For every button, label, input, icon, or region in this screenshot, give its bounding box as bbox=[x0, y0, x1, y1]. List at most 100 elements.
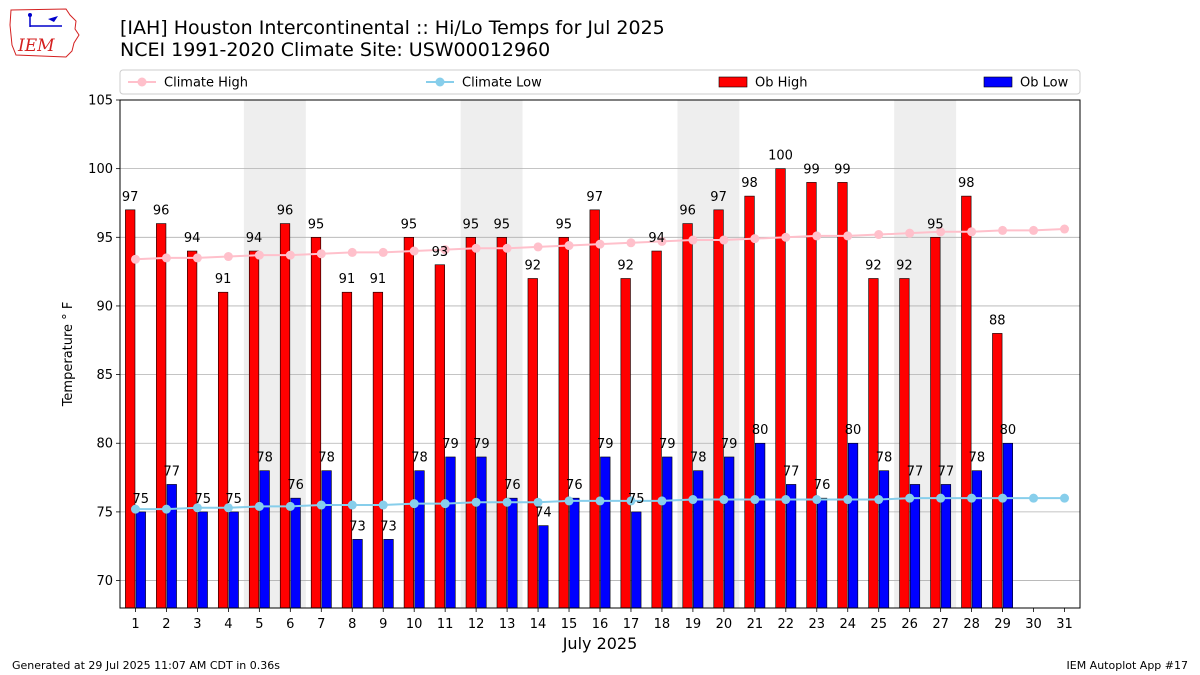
ob-low-bar bbox=[786, 484, 797, 609]
ob-low-label: 76 bbox=[814, 478, 831, 493]
ob-low-label: 77 bbox=[907, 464, 924, 479]
ob-low-bar bbox=[228, 511, 239, 609]
x-tick-label: 13 bbox=[499, 617, 516, 632]
x-tick-label: 10 bbox=[406, 617, 423, 632]
climate-low-point bbox=[750, 495, 760, 505]
x-tick-label: 18 bbox=[654, 617, 671, 632]
climate-high-point bbox=[471, 243, 481, 253]
ob-high-label: 97 bbox=[122, 190, 139, 205]
ob-low-bar bbox=[445, 456, 456, 609]
ob-high-label: 95 bbox=[927, 217, 944, 232]
ob-low-label: 80 bbox=[845, 423, 862, 438]
legend-climate-high-label: Climate High bbox=[164, 76, 248, 91]
ob-low-label: 76 bbox=[287, 478, 304, 493]
x-axis-label: July 2025 bbox=[562, 634, 638, 653]
ob-high-bar bbox=[620, 278, 631, 609]
y-tick-label: 75 bbox=[96, 505, 113, 520]
climate-low-point bbox=[843, 495, 853, 505]
legend-box bbox=[119, 69, 1081, 95]
climate-high-point bbox=[347, 247, 357, 257]
ob-low-bar bbox=[693, 470, 704, 609]
y-tick-label: 105 bbox=[88, 94, 113, 109]
x-tick-label: 9 bbox=[379, 617, 387, 632]
climate-low-point bbox=[595, 496, 605, 506]
ob-low-bar bbox=[1002, 442, 1013, 609]
x-tick-label: 4 bbox=[224, 617, 232, 632]
y-tick-label: 85 bbox=[96, 368, 113, 383]
x-tick-label: 14 bbox=[530, 617, 547, 632]
ob-low-label: 75 bbox=[133, 492, 150, 507]
climate-low-point bbox=[130, 504, 140, 514]
climate-high-point bbox=[626, 238, 636, 248]
x-tick-label: 31 bbox=[1056, 617, 1073, 632]
ob-high-bar bbox=[651, 250, 662, 609]
ob-high-label: 93 bbox=[432, 245, 449, 260]
ob-high-bar bbox=[187, 250, 198, 609]
climate-low-point bbox=[347, 500, 357, 510]
legend-ob-low-swatch bbox=[983, 76, 1013, 88]
ob-low-bar bbox=[847, 442, 859, 609]
y-tick-label: 70 bbox=[96, 574, 113, 589]
climate-low-point bbox=[254, 501, 264, 511]
ob-high-bar bbox=[465, 236, 476, 609]
ob-high-label: 97 bbox=[586, 190, 603, 205]
ob-low-label: 74 bbox=[535, 506, 552, 521]
climate-low-point bbox=[192, 503, 202, 513]
anemometer-cup bbox=[28, 13, 32, 17]
ob-low-label: 73 bbox=[380, 519, 397, 534]
x-tick-label: 7 bbox=[317, 617, 325, 632]
climate-low-point bbox=[161, 504, 171, 514]
ob-high-label: 94 bbox=[648, 231, 665, 246]
weekend-shade bbox=[677, 100, 740, 608]
climate-high-point bbox=[564, 241, 574, 251]
ob-high-bar bbox=[775, 168, 786, 609]
climate-high-point bbox=[130, 254, 140, 264]
ob-low-bar bbox=[383, 539, 394, 609]
ob-low-bar bbox=[166, 484, 177, 609]
plot-frame bbox=[119, 99, 1081, 609]
ob-high-label: 97 bbox=[710, 190, 727, 205]
ob-high-label: 100 bbox=[768, 149, 793, 164]
ob-high-label: 95 bbox=[555, 217, 572, 232]
climate-high-point bbox=[440, 245, 450, 255]
ob-low-bar bbox=[909, 484, 921, 609]
x-tick-label: 16 bbox=[592, 617, 609, 632]
climate-low-point bbox=[1029, 493, 1039, 503]
legend-ob-high-label: Ob High bbox=[755, 76, 808, 91]
ob-low-bar bbox=[135, 511, 146, 609]
ob-low-bar bbox=[662, 456, 673, 609]
x-tick-label: 8 bbox=[348, 617, 356, 632]
climate-low-point bbox=[440, 499, 450, 509]
ob-low-label: 79 bbox=[597, 437, 614, 452]
x-tick-label: 25 bbox=[870, 617, 887, 632]
ob-low-label: 79 bbox=[659, 437, 676, 452]
wind-vane-icon bbox=[48, 16, 58, 22]
ob-low-label: 78 bbox=[318, 451, 335, 466]
ob-high-bar bbox=[868, 278, 879, 609]
climate-low-point bbox=[564, 496, 574, 506]
ob-low-bar bbox=[414, 470, 425, 609]
ob-high-label: 91 bbox=[215, 272, 232, 287]
ob-high-label: 92 bbox=[865, 258, 882, 273]
x-tick-label: 27 bbox=[932, 617, 949, 632]
x-tick-label: 23 bbox=[809, 617, 826, 632]
ob-low-label: 76 bbox=[504, 478, 521, 493]
chart-subtitle: NCEI 1991-2020 Climate Site: USW00012960 bbox=[120, 39, 551, 61]
climate-high-point bbox=[657, 236, 667, 246]
app-id-label: IEM Autoplot App #17 bbox=[1066, 659, 1189, 672]
x-tick-label: 11 bbox=[437, 617, 454, 632]
climate-high-point bbox=[409, 246, 419, 256]
weekend-shade bbox=[460, 100, 523, 608]
ob-high-label: 95 bbox=[401, 217, 418, 232]
weekend-shade bbox=[894, 100, 957, 608]
climate-high-point bbox=[843, 231, 853, 241]
y-tick-label: 95 bbox=[96, 231, 113, 246]
ob-low-label: 73 bbox=[349, 519, 366, 534]
y-tick-label: 100 bbox=[88, 162, 113, 177]
x-tick-label: 3 bbox=[193, 617, 201, 632]
ob-low-label: 75 bbox=[628, 492, 645, 507]
ob-high-bar bbox=[434, 264, 445, 609]
ob-low-label: 76 bbox=[566, 478, 583, 493]
climate-high-point bbox=[192, 253, 202, 263]
ob-high-label: 88 bbox=[989, 313, 1006, 328]
